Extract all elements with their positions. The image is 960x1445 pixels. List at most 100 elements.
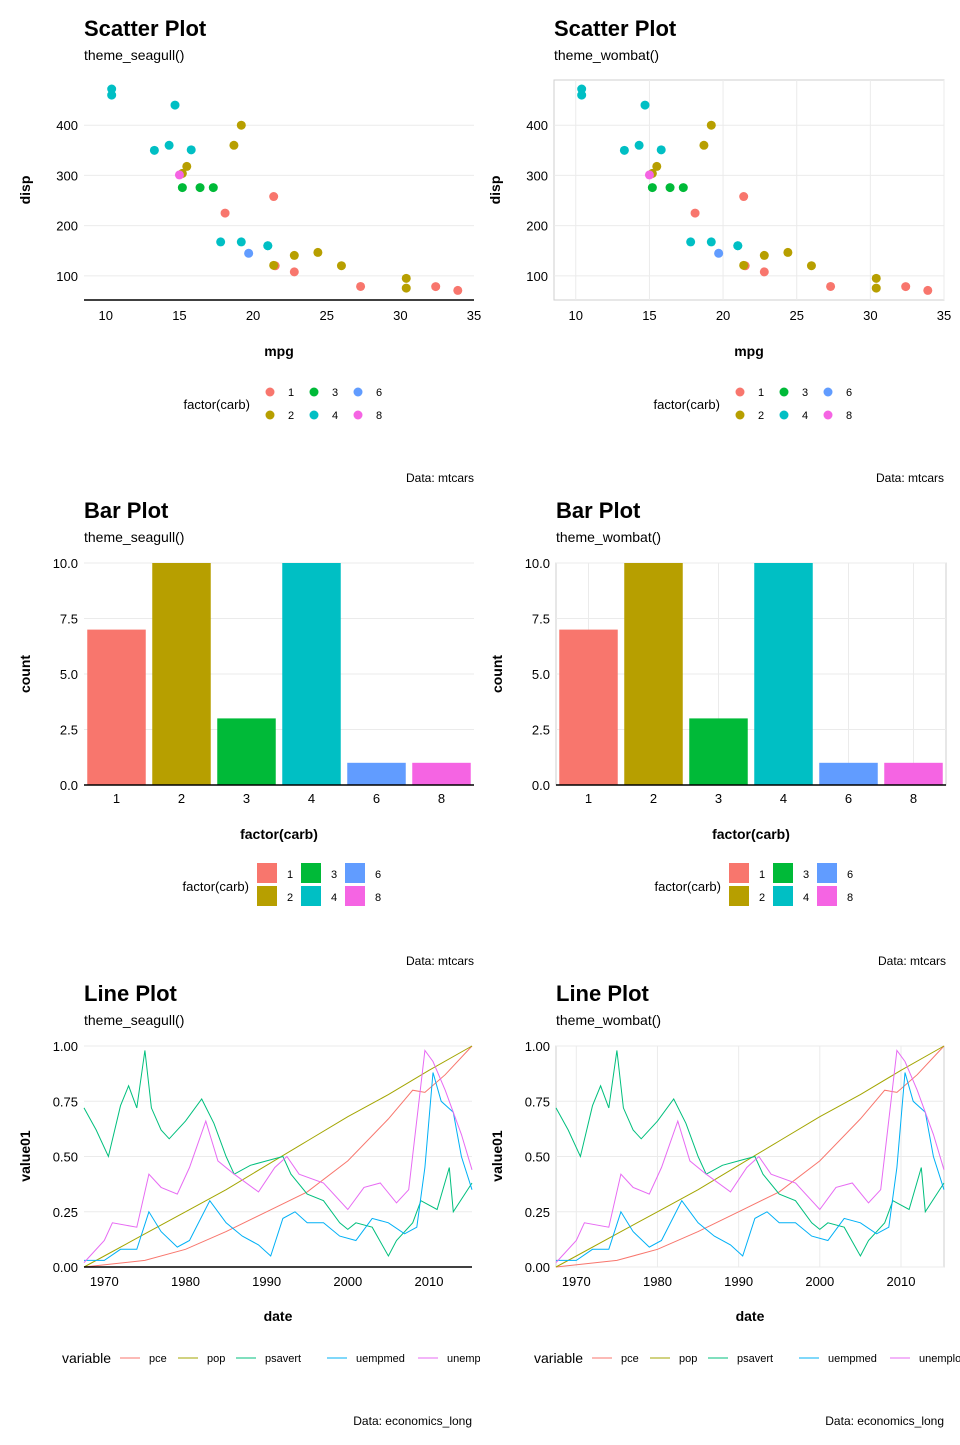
bar: [412, 762, 471, 785]
panel-caption: Data: mtcars: [406, 954, 474, 968]
series-line-uempmed: [84, 1072, 473, 1261]
y-tick-label: 7.5: [60, 612, 78, 627]
scatter-point: [149, 145, 159, 155]
legend-label: 2: [758, 410, 764, 422]
series-line-pce: [83, 1045, 473, 1268]
legend-key: [779, 410, 789, 420]
bar: [884, 762, 943, 785]
legend-key: [309, 387, 319, 397]
x-tick-label: 35: [937, 308, 951, 323]
legend-label: pce: [621, 1353, 639, 1365]
y-axis-title: disp: [487, 176, 503, 205]
scatter-point: [195, 183, 205, 193]
y-tick-label: 0.25: [525, 1205, 550, 1220]
legend-label: unemploy: [447, 1353, 495, 1365]
scatter-point: [236, 237, 246, 247]
panel-subtitle: theme_wombat(): [556, 1012, 661, 1028]
y-tick-label: 5.0: [532, 667, 550, 682]
scatter-point: [739, 260, 749, 270]
bar: [217, 718, 276, 785]
x-axis-title: date: [736, 1308, 765, 1324]
legend-label: uempmed: [356, 1353, 405, 1365]
scatter-point: [220, 208, 230, 218]
y-tick-label: 0.50: [53, 1150, 78, 1165]
bar: [754, 563, 813, 785]
legend-label: 6: [846, 387, 852, 399]
panel-title: Line Plot: [84, 981, 178, 1006]
scatter-point: [170, 100, 180, 110]
legend-key: [729, 886, 749, 906]
legend-label: 1: [287, 869, 293, 881]
y-tick-label: 10.0: [53, 556, 78, 571]
scatter-point: [356, 281, 366, 291]
legend-label: 8: [376, 410, 382, 422]
y-tick-label: 300: [526, 168, 548, 183]
panel-subtitle: theme_seagull(): [84, 47, 184, 63]
legend-key: [773, 863, 793, 883]
scatter-point: [699, 140, 709, 150]
panel-subtitle: theme_wombat(): [556, 529, 661, 545]
panel-caption: Data: mtcars: [878, 954, 946, 968]
scatter-point: [871, 273, 881, 283]
x-tick-label: 20: [716, 308, 730, 323]
legend-label: 6: [376, 387, 382, 399]
x-tick-label: 8: [910, 791, 917, 806]
legend-label: 3: [332, 387, 338, 399]
panel-caption: Data: economics_long: [353, 1414, 472, 1428]
x-tick-label: 15: [642, 308, 656, 323]
y-tick-label: 300: [56, 168, 78, 183]
series-line-psavert: [83, 1050, 473, 1258]
x-tick-label: 1980: [643, 1274, 672, 1289]
bar: [559, 629, 618, 785]
y-axis-title: disp: [17, 176, 33, 205]
legend-key: [779, 387, 789, 397]
scatter-point: [269, 260, 279, 270]
legend-label: 1: [758, 387, 764, 399]
legend-title: variable: [534, 1350, 583, 1366]
series-line-pop: [555, 1045, 945, 1268]
line-legend: variable pce pop psavert uempmed unemploy: [62, 1350, 495, 1366]
x-tick-label: 6: [845, 791, 852, 806]
scatter-point: [336, 261, 346, 271]
x-tick-label: 3: [715, 791, 722, 806]
x-axis-title: factor(carb): [712, 826, 790, 842]
x-tick-label: 2010: [415, 1274, 444, 1289]
panel-title: Bar Plot: [84, 498, 169, 523]
legend-title: factor(carb): [183, 879, 249, 894]
bar: [689, 718, 748, 785]
bar: [624, 563, 683, 785]
panel-title: Scatter Plot: [84, 16, 207, 41]
legend-label: 3: [802, 387, 808, 399]
y-tick-label: 0.75: [53, 1094, 78, 1109]
bar: [819, 762, 878, 785]
y-tick-label: 100: [526, 269, 548, 284]
scatter-point: [733, 241, 743, 251]
scatter-point: [923, 285, 933, 295]
legend-label: 4: [331, 892, 337, 904]
scatter-point: [656, 145, 666, 155]
scatter-point: [289, 267, 299, 277]
x-axis-title: date: [264, 1308, 293, 1324]
bar: [347, 762, 406, 785]
legend-label: psavert: [265, 1353, 301, 1365]
panel-caption: Data: mtcars: [876, 471, 944, 485]
legend-key: [823, 387, 833, 397]
scatter-point: [186, 145, 196, 155]
y-tick-label: 0.0: [60, 778, 78, 793]
legend-label: 2: [288, 410, 294, 422]
x-tick-label: 2000: [333, 1274, 362, 1289]
legend-key: [265, 387, 275, 397]
legend-key: [817, 886, 837, 906]
scatter-point: [665, 183, 675, 193]
scatter-point: [739, 192, 749, 202]
legend-title: factor(carb): [184, 397, 250, 412]
scatter-point: [244, 248, 254, 258]
legend-key: [257, 886, 277, 906]
scatter-point: [431, 282, 441, 292]
scatter-point: [182, 161, 192, 171]
legend-key: [309, 410, 319, 420]
x-tick-label: 1970: [562, 1274, 591, 1289]
legend-key: [773, 886, 793, 906]
y-tick-label: 200: [526, 219, 548, 234]
scatter-point: [401, 273, 411, 283]
